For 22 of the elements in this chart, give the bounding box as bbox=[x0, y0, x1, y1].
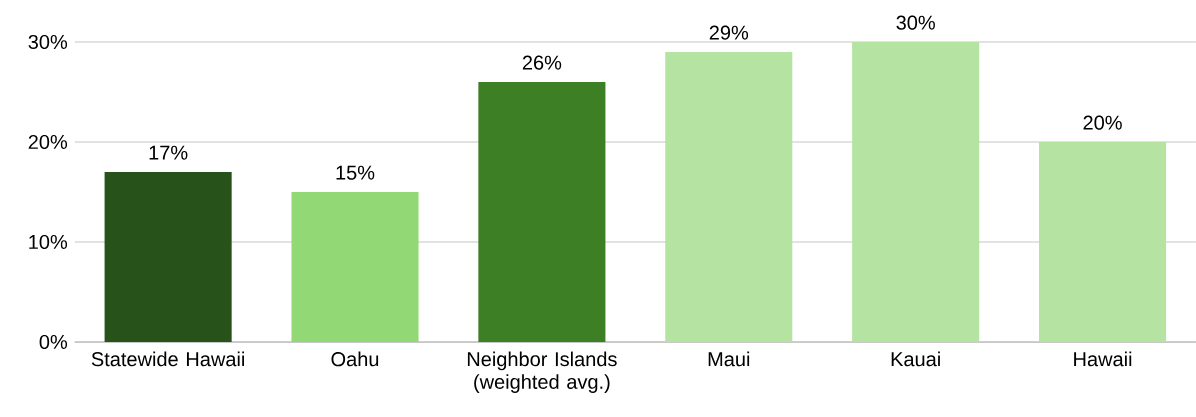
x-tick-label: Statewide Hawaii bbox=[91, 351, 244, 367]
bar bbox=[1039, 141, 1167, 342]
data-label: 17% bbox=[149, 145, 188, 160]
y-tick-label: 20% bbox=[28, 134, 68, 150]
y-tick-label: 0% bbox=[39, 334, 68, 350]
bar bbox=[478, 81, 606, 342]
x-tick-label: Oahu bbox=[331, 351, 379, 367]
bar bbox=[665, 51, 793, 342]
y-tick-label: 30% bbox=[28, 34, 68, 50]
data-label: 30% bbox=[896, 15, 935, 30]
data-label: 20% bbox=[1083, 115, 1122, 130]
bar bbox=[104, 171, 232, 342]
data-label: 26% bbox=[522, 55, 562, 70]
data-label: 29% bbox=[709, 25, 749, 40]
y-tick-label: 10% bbox=[29, 234, 68, 250]
x-tick-label: Kauai bbox=[891, 351, 940, 367]
data-label: 15% bbox=[336, 165, 375, 180]
x-tick-label: Maui bbox=[708, 351, 750, 367]
x-tick-label: Hawaii bbox=[1074, 351, 1132, 367]
bar bbox=[852, 41, 980, 342]
x-tick-label: Neighbor Islands (weighted avg.) bbox=[467, 351, 617, 393]
bar bbox=[291, 191, 419, 342]
